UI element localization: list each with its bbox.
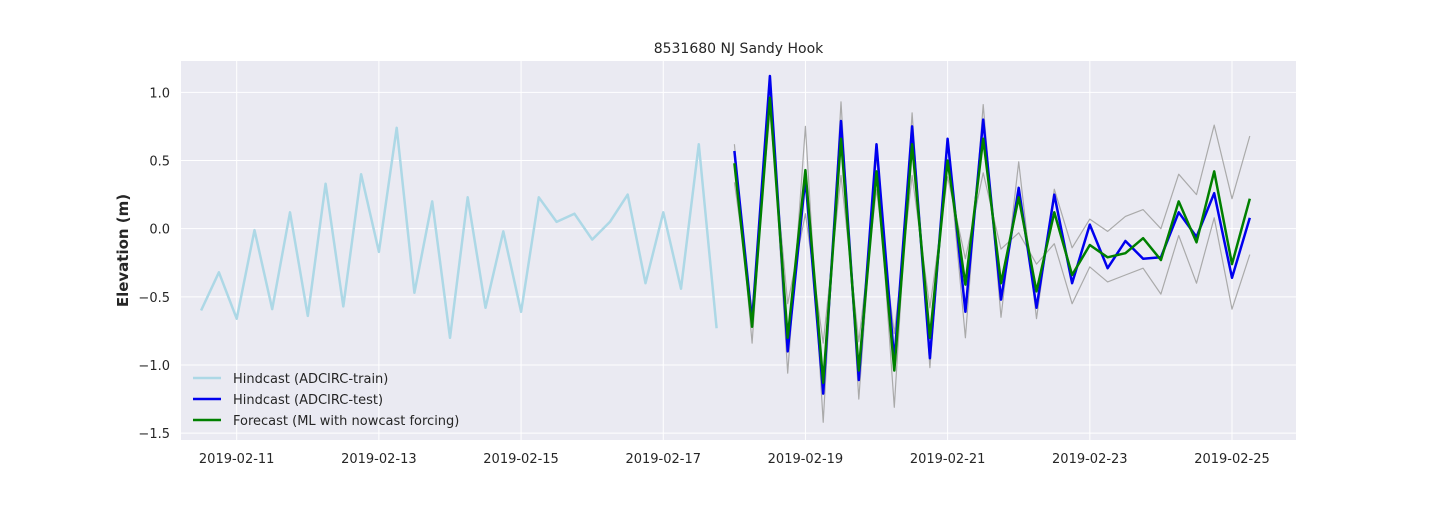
series-lines xyxy=(199,74,1252,395)
legend: Hindcast (ADCIRC-train) Hindcast (ADCIRC-… xyxy=(193,372,459,429)
y-tick-label: 1.0 xyxy=(149,86,170,101)
x-axis-ticks: 2019-02-11 2019-02-13 2019-02-15 2019-02-17… xyxy=(199,452,1270,467)
x-tick-label: 2019-02-23 xyxy=(1052,452,1128,467)
x-tick-label: 2019-02-19 xyxy=(768,452,844,467)
y-axis-ticks: 1.0 0.5 0.0 −0.5 −1.0 −1.5 xyxy=(138,86,170,442)
y-tick-label: −1.5 xyxy=(138,427,170,442)
series-line-forecast xyxy=(733,96,1252,384)
x-tick-label: 2019-02-13 xyxy=(341,452,417,467)
legend-label-train: Hindcast (ADCIRC-train) xyxy=(233,372,388,387)
y-tick-label: 0.0 xyxy=(149,223,170,238)
x-tick-label: 2019-02-11 xyxy=(199,452,275,467)
chart-title: 8531680 NJ Sandy Hook xyxy=(654,41,824,57)
series-line-train xyxy=(199,126,718,340)
y-tick-label: −0.5 xyxy=(138,291,170,306)
x-tick-label: 2019-02-15 xyxy=(483,452,559,467)
legend-label-forecast: Forecast (ML with nowcast forcing) xyxy=(233,414,459,429)
x-tick-label: 2019-02-25 xyxy=(1194,452,1270,467)
plot-area xyxy=(181,61,1296,440)
x-tick-label: 2019-02-21 xyxy=(910,452,986,467)
y-axis-label: Elevation (m) xyxy=(114,194,132,307)
legend-label-test: Hindcast (ADCIRC-test) xyxy=(233,393,383,408)
x-tick-label: 2019-02-17 xyxy=(625,452,701,467)
y-tick-label: 0.5 xyxy=(149,155,170,170)
y-tick-label: −1.0 xyxy=(138,359,170,374)
